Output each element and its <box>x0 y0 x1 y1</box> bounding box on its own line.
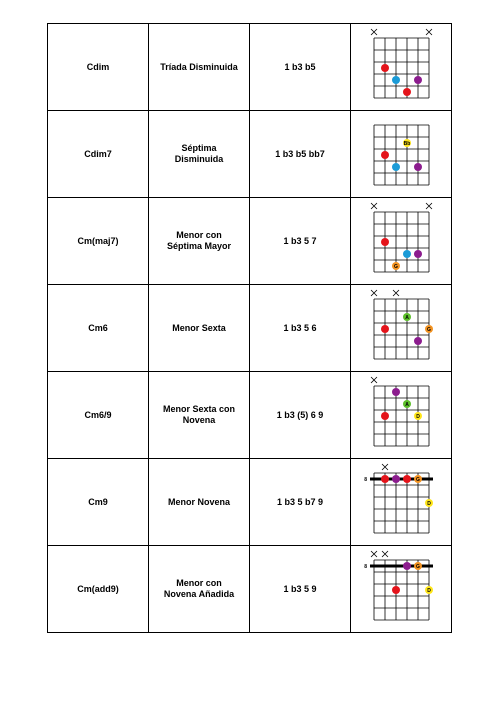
finger-dot <box>392 388 400 396</box>
finger-dot <box>414 475 422 483</box>
chord-diagram: AG <box>370 289 433 360</box>
note-label: Bb <box>404 141 411 147</box>
mute-mark <box>370 202 378 210</box>
chord-name: Menor Sexta <box>148 284 250 372</box>
finger-dot <box>403 313 411 321</box>
chord-name: Menor con Novena Añadida <box>148 545 250 633</box>
chord-name: Menor Sexta con Novena <box>148 371 250 459</box>
chord-row: Cm9 Menor Novena 1 b3 5 b7 9 8 G D <box>47 458 452 546</box>
finger-dot <box>414 412 422 420</box>
finger-dot <box>403 88 411 96</box>
fret-number: 8 <box>364 564 367 570</box>
finger-dot <box>381 412 389 420</box>
finger-dot <box>381 325 389 333</box>
mute-mark <box>392 289 400 297</box>
note-label: G <box>394 264 398 270</box>
finger-dot <box>414 163 422 171</box>
chord-chord: Cm9 <box>47 458 149 546</box>
chord-row: Cdim7 Séptima Disminuida 1 b3 b5 bb7 Bb <box>47 110 452 198</box>
fret-number: 8 <box>364 477 367 483</box>
note-label: G <box>427 327 431 333</box>
chord-formula: 1 b3 b5 <box>249 23 351 111</box>
finger-dot <box>403 562 411 570</box>
finger-dot <box>381 151 389 159</box>
finger-dot <box>414 562 422 570</box>
diagram-cell: G <box>350 197 452 285</box>
finger-dot <box>425 499 433 507</box>
finger-dot <box>381 238 389 246</box>
note-label: D <box>427 501 431 507</box>
finger-dot <box>414 337 422 345</box>
chord-name: Tríada Disminuida <box>148 23 250 111</box>
finger-dot <box>414 250 422 258</box>
chord-row: Cm6/9 Menor Sexta con Novena 1 b3 (5) 6 9 A… <box>47 371 452 459</box>
note-label: A <box>405 402 409 408</box>
finger-dot <box>403 475 411 483</box>
chord-chord: Cm(maj7) <box>47 197 149 285</box>
chord-formula: 1 b3 5 6 <box>249 284 351 372</box>
diagram-cell <box>350 23 452 111</box>
chord-row: Cdim Tríada Disminuida 1 b3 b5 <box>47 23 452 111</box>
mute-mark <box>370 28 378 36</box>
chord-diagram: 8 G D <box>364 463 433 534</box>
chord-diagram: G <box>370 202 433 273</box>
chord-formula: 1 b3 5 b7 9 <box>249 458 351 546</box>
finger-dot <box>392 76 400 84</box>
finger-dot <box>392 586 400 594</box>
chord-formula: 1 b3 5 9 <box>249 545 351 633</box>
note-label: G <box>416 477 420 483</box>
finger-dot <box>392 475 400 483</box>
chord-chord: Cm6 <box>47 284 149 372</box>
chord-diagram: 8 G D <box>364 550 433 621</box>
chord-table: Cdim Tríada Disminuida 1 b3 b5 Cdim7 Séptima… <box>47 23 452 633</box>
finger-dot <box>403 250 411 258</box>
mute-mark <box>381 463 389 471</box>
mute-mark <box>425 28 433 36</box>
chord-formula: 1 b3 (5) 6 9 <box>249 371 351 459</box>
finger-dot <box>381 475 389 483</box>
chord-diagram <box>370 28 433 99</box>
mute-mark <box>370 376 378 384</box>
mute-mark <box>370 289 378 297</box>
note-label: D <box>427 588 431 594</box>
diagram-cell: Bb <box>350 110 452 198</box>
chord-row: Cm(add9) Menor con Novena Añadida 1 b3 5 9… <box>47 545 452 633</box>
finger-dot <box>392 163 400 171</box>
chord-formula: 1 b3 b5 bb7 <box>249 110 351 198</box>
chord-chord: Cm(add9) <box>47 545 149 633</box>
mute-mark <box>381 550 389 558</box>
note-label: G <box>416 564 420 570</box>
finger-dot <box>403 400 411 408</box>
table-body: Cdim Tríada Disminuida 1 b3 b5 Cdim7 Séptima… <box>47 23 452 633</box>
chord-chord: Cdim <box>47 23 149 111</box>
finger-dot <box>381 64 389 72</box>
diagram-cell: 8 G D <box>350 458 452 546</box>
chord-diagram: Bb <box>373 124 430 186</box>
note-label: A <box>405 315 409 321</box>
finger-dot <box>425 325 433 333</box>
mute-mark <box>425 202 433 210</box>
chord-chord: Cm6/9 <box>47 371 149 459</box>
finger-dot <box>425 586 433 594</box>
diagram-cell: 8 G D <box>350 545 452 633</box>
finger-dot <box>403 139 411 147</box>
finger-dot <box>414 76 422 84</box>
chord-name: Menor con Séptima Mayor <box>148 197 250 285</box>
chord-diagram: AD <box>370 376 430 447</box>
finger-dot <box>392 262 400 270</box>
chord-chord: Cdim7 <box>47 110 149 198</box>
chord-row: Cm(maj7) Menor con Séptima Mayor 1 b3 5 7 G <box>47 197 452 285</box>
mute-mark <box>370 550 378 558</box>
note-label: D <box>416 414 420 420</box>
chord-name: Séptima Disminuida <box>148 110 250 198</box>
chord-name: Menor Novena <box>148 458 250 546</box>
chord-formula: 1 b3 5 7 <box>249 197 351 285</box>
